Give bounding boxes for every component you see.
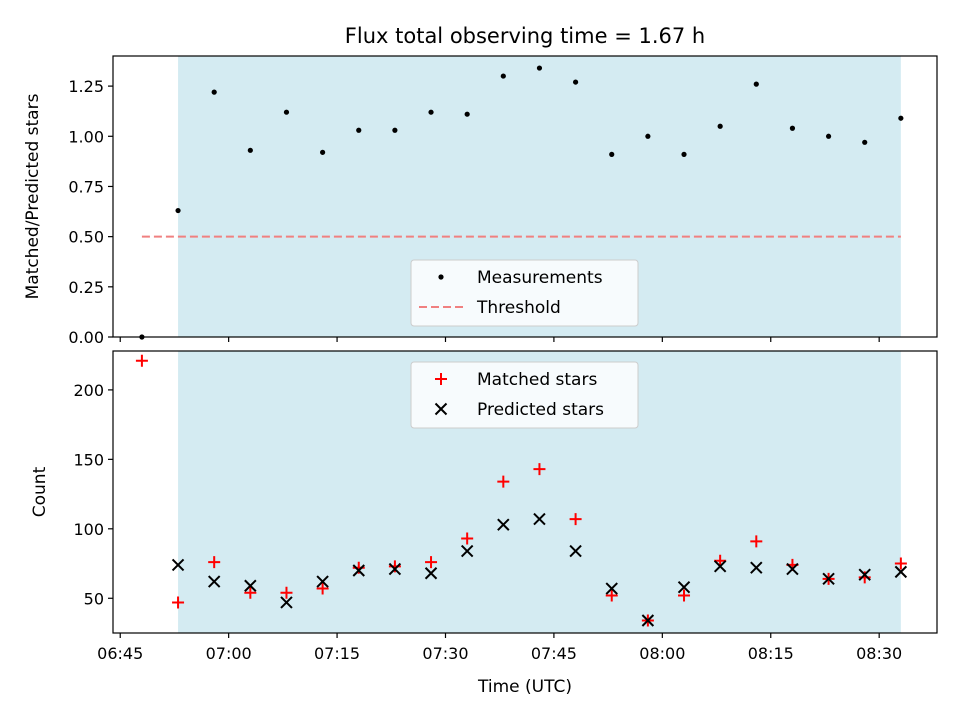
legend: Measurements Threshold bbox=[410, 259, 639, 327]
legend-label: Matched stars bbox=[477, 370, 597, 390]
x-tick-label: 07:15 bbox=[314, 644, 360, 663]
data-point bbox=[858, 568, 871, 581]
data-point bbox=[789, 125, 796, 131]
y-tick-label: 0.25 bbox=[68, 278, 104, 297]
legend: Matched stars Predicted stars bbox=[410, 361, 639, 429]
y-axis-label: Count bbox=[30, 466, 50, 517]
x-tick-label: 07:00 bbox=[206, 644, 252, 663]
data-point bbox=[750, 561, 763, 574]
data-point bbox=[713, 560, 727, 573]
data-point bbox=[208, 556, 221, 569]
data-point bbox=[898, 115, 904, 121]
x-tick-label: 08:15 bbox=[748, 644, 794, 663]
data-point bbox=[497, 518, 510, 531]
data-point bbox=[352, 564, 365, 577]
y-tick-label: 0.00 bbox=[68, 328, 104, 347]
data-point bbox=[714, 554, 727, 567]
y-tick-label: 50 bbox=[84, 589, 104, 608]
legend-marker bbox=[438, 274, 444, 280]
data-point bbox=[211, 89, 217, 95]
data-point bbox=[460, 544, 474, 558]
data-point bbox=[894, 557, 907, 570]
data-point bbox=[316, 582, 329, 595]
data-point bbox=[425, 556, 438, 569]
chart-title: Flux total observing time = 1.67 h bbox=[345, 24, 705, 48]
data-point bbox=[392, 127, 398, 133]
series-measurements bbox=[139, 65, 904, 340]
data-point bbox=[609, 151, 615, 157]
y-tick-label: 0.50 bbox=[68, 228, 104, 247]
data-point bbox=[207, 575, 221, 588]
y-tick-label: 1.25 bbox=[68, 77, 104, 96]
y-tick-label: 200 bbox=[73, 381, 104, 400]
data-point bbox=[678, 589, 691, 602]
data-point bbox=[244, 586, 257, 599]
data-point bbox=[717, 123, 723, 129]
y-tick-label: 0.75 bbox=[68, 177, 104, 196]
data-point bbox=[681, 151, 687, 157]
legend-box bbox=[410, 361, 639, 429]
legend-label: Predicted stars bbox=[477, 400, 604, 420]
data-point bbox=[533, 463, 546, 476]
data-point bbox=[428, 109, 434, 115]
legend-box bbox=[410, 259, 639, 327]
data-point bbox=[641, 614, 655, 627]
data-point bbox=[786, 562, 799, 576]
data-point bbox=[533, 512, 546, 526]
top-panel: 0.00 0.25 0.50 0.75 1.00 1.25 Matched/Predicte… bbox=[23, 55, 938, 347]
data-point bbox=[280, 586, 293, 599]
data-point bbox=[388, 562, 402, 576]
data-point bbox=[605, 589, 618, 602]
axes-frame bbox=[112, 55, 938, 338]
data-point bbox=[461, 532, 474, 545]
data-point bbox=[172, 596, 185, 609]
data-point bbox=[825, 133, 832, 139]
y-axis-label: Matched/Predicted stars bbox=[23, 93, 43, 299]
data-point bbox=[135, 354, 148, 367]
axes-frame bbox=[112, 350, 938, 634]
data-point bbox=[316, 575, 329, 588]
data-point bbox=[280, 596, 293, 609]
data-point bbox=[753, 81, 759, 87]
data-point bbox=[320, 149, 326, 155]
data-point bbox=[536, 65, 543, 71]
x-tick-label: 08:30 bbox=[856, 644, 902, 663]
data-point bbox=[356, 127, 362, 133]
legend-marker bbox=[435, 373, 447, 385]
x-tick-label: 06:45 bbox=[97, 644, 143, 663]
data-point bbox=[572, 79, 579, 85]
x-tick-label: 07:45 bbox=[531, 644, 577, 663]
data-point bbox=[750, 535, 763, 548]
data-point bbox=[894, 565, 908, 579]
y-tick-label: 1.00 bbox=[68, 127, 104, 146]
x-tick-label: 08:00 bbox=[639, 644, 685, 663]
legend-marker bbox=[434, 402, 448, 416]
data-point bbox=[283, 109, 290, 115]
data-point bbox=[247, 147, 253, 153]
legend-label: Threshold bbox=[476, 298, 561, 318]
bottom-panel: 50 100 150 200 06:45 07:00 07:15 07:30 07:45 08:0… bbox=[30, 350, 938, 697]
data-point bbox=[569, 544, 582, 558]
data-point bbox=[862, 139, 868, 145]
y-tick-label: 100 bbox=[73, 520, 104, 539]
x-tick-label: 07:30 bbox=[422, 644, 468, 663]
data-point bbox=[171, 558, 185, 572]
legend-label: Measurements bbox=[477, 268, 603, 288]
data-point bbox=[677, 580, 691, 594]
data-point bbox=[497, 475, 510, 488]
data-point bbox=[424, 567, 438, 580]
x-axis-label: Time (UTC) bbox=[477, 677, 572, 697]
y-tick-label: 150 bbox=[73, 450, 104, 469]
data-point bbox=[822, 572, 835, 586]
data-point bbox=[244, 579, 257, 592]
series-predicted-stars bbox=[171, 512, 908, 627]
data-point bbox=[645, 133, 651, 139]
data-point bbox=[464, 111, 470, 117]
data-point bbox=[175, 207, 181, 214]
data-point bbox=[569, 513, 582, 526]
data-point bbox=[605, 582, 618, 595]
data-point bbox=[500, 73, 506, 79]
